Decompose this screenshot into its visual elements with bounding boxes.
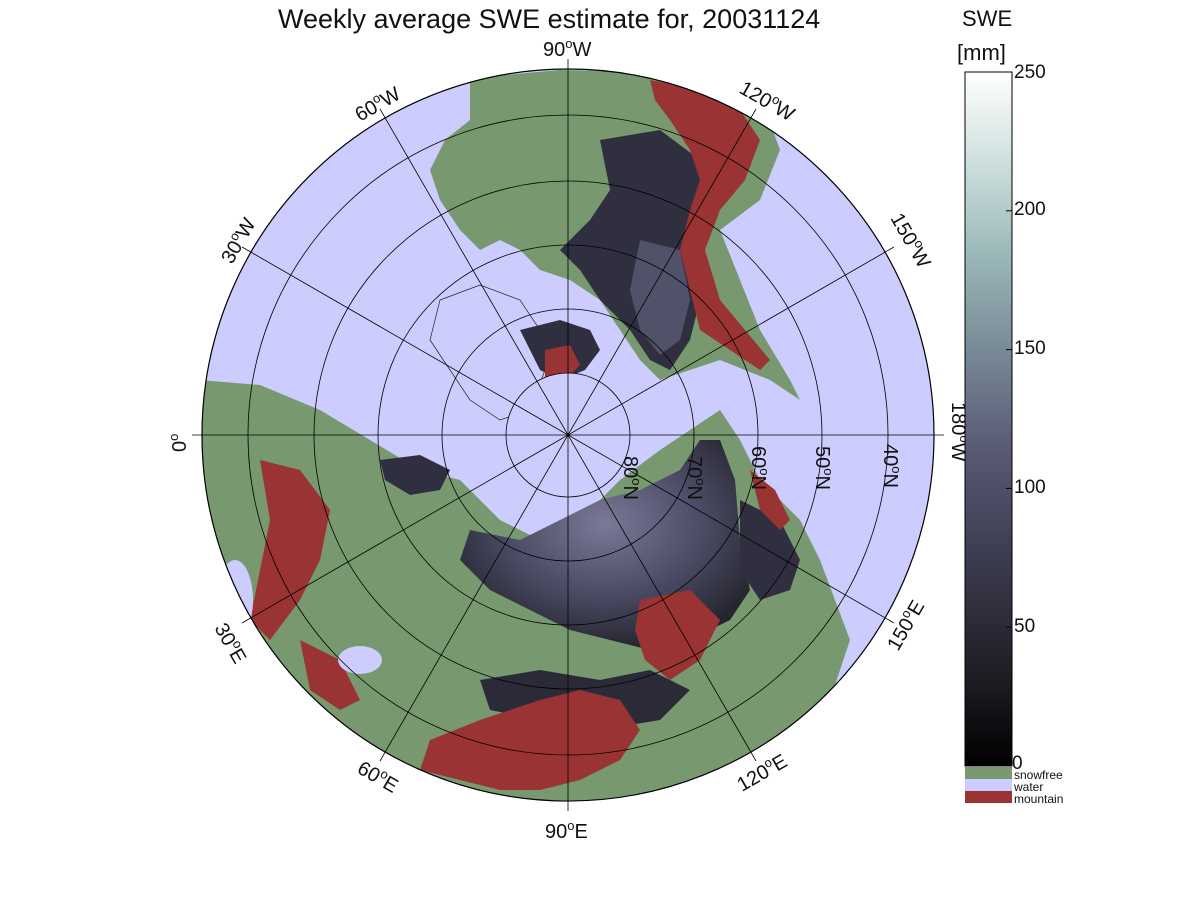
north-america-snow-high xyxy=(630,240,690,355)
eurasia-mountains xyxy=(420,690,640,790)
colorbar-title-unit: [mm] xyxy=(957,40,1006,65)
legend-label-water: water xyxy=(1014,780,1044,794)
caspian-water xyxy=(338,646,382,674)
lon-label-150w: 150oW xyxy=(886,208,937,272)
legend-label-snowfree: snowfree xyxy=(1014,768,1063,782)
colorbar-label-150: 150 xyxy=(1014,338,1046,359)
kamchatka-mountains xyxy=(750,470,790,530)
siberia-snow-east xyxy=(740,500,800,600)
colorbar xyxy=(964,71,1013,803)
north-america-mountains xyxy=(650,80,770,370)
colorbar-label-0: 0 xyxy=(1012,753,1023,774)
lon-label-90e: 90oE xyxy=(545,818,588,843)
scandinavia-snow xyxy=(380,455,450,495)
lat-label-70n: 70oN xyxy=(683,456,708,500)
lat-label-50n: 50oN xyxy=(811,446,836,490)
lat-label-40n: 40oN xyxy=(879,444,904,488)
legend-swatch-mountain xyxy=(965,791,1012,803)
colorbar-gradient xyxy=(964,71,1013,767)
lon-label-30e: 30oE xyxy=(210,618,253,668)
legend-swatch-snowfree xyxy=(965,767,1012,779)
colorbar-label-100: 100 xyxy=(1014,477,1046,498)
urals-mountains xyxy=(300,640,360,710)
lat-label-80n: 80oN xyxy=(619,456,644,500)
lat-label-60n: 60oN xyxy=(747,446,772,490)
colorbar-title-swe: SWE xyxy=(962,6,1013,31)
meridians xyxy=(192,59,944,811)
lon-label-180w: 180oW xyxy=(947,402,972,462)
lon-label-90w: 90oW xyxy=(543,36,591,61)
europe-mountains xyxy=(250,460,330,640)
legend-label-mountain: mountain xyxy=(1014,792,1064,806)
legend-swatch-water xyxy=(965,779,1012,791)
figure-title: Weekly average SWE estimate for, 2003112… xyxy=(278,4,821,34)
meridian-150w-30e xyxy=(241,246,895,624)
lon-label-60e: 60oE xyxy=(354,755,404,798)
colorbar-label-200: 200 xyxy=(1014,199,1046,220)
colorbar-label-50: 50 xyxy=(1014,616,1036,637)
globe-border xyxy=(201,68,935,802)
colorbar-label-250: 250 xyxy=(1014,62,1046,83)
siberia-mountains xyxy=(635,590,720,680)
lon-label-0: 0o xyxy=(166,434,191,452)
